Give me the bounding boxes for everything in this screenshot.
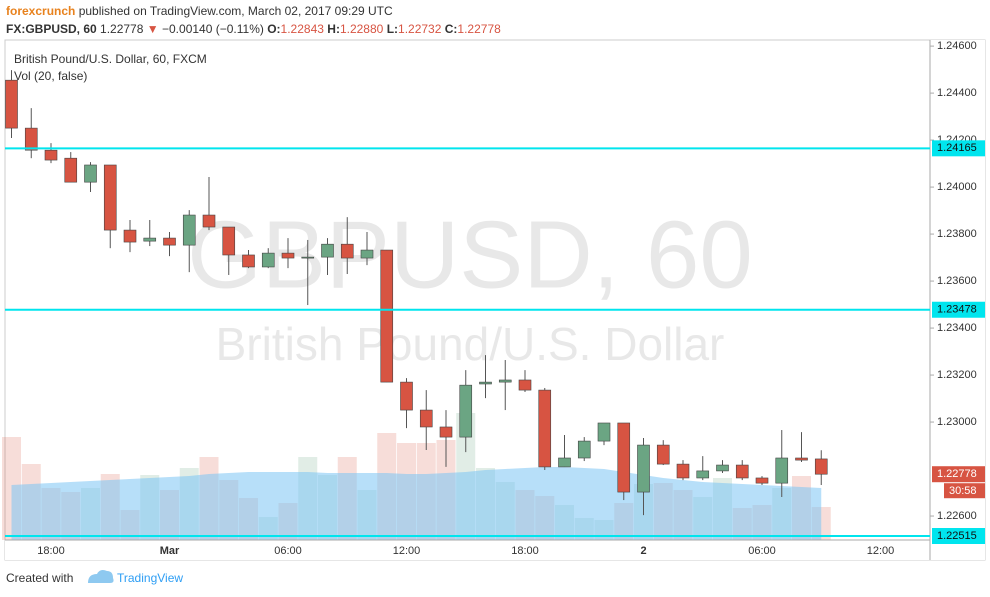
y-tick-label: 1.23000: [937, 416, 977, 428]
x-tick-label: 2: [640, 545, 646, 557]
level-tag: [932, 140, 985, 157]
candle-body: [439, 426, 453, 438]
axes: 1.22600 1.23000 1.23200 1.23400 1.23600 1.238…: [5, 40, 985, 560]
x-tick-label: Mar: [160, 545, 180, 557]
level-tag: [932, 301, 985, 318]
watermark: British Pound/U.S. Dollar: [216, 318, 725, 370]
candle-body: [143, 237, 157, 242]
candle-body: [419, 409, 433, 428]
x-tick-label: 12:00: [393, 545, 421, 557]
level-label: 1.22515: [937, 530, 977, 542]
candle-body: [459, 384, 473, 438]
y-tick-label: 1.22600: [937, 510, 977, 522]
candle-body: [301, 256, 315, 259]
q-label: H:: [327, 22, 340, 36]
legend-volume: Vol (20, false): [14, 69, 87, 83]
quote-line: FX:GBPUSD, 60 1.22778 ▼ −0.00140 (−0.11%…: [6, 22, 501, 36]
candle-body: [5, 79, 18, 129]
header-line: forexcrunch published on TradingView.com…: [6, 4, 393, 18]
candle-body: [735, 464, 749, 479]
candle-body: [400, 381, 413, 411]
candle-body: [222, 226, 236, 256]
candle-body: [577, 440, 591, 459]
q-label: L:: [387, 22, 398, 36]
candle-body: [123, 229, 137, 243]
last: 1.22778: [100, 22, 144, 36]
last-price-tag: [932, 466, 985, 483]
candle-body: [340, 243, 354, 259]
candle-body: [281, 252, 295, 259]
candle-body: [755, 477, 769, 484]
plot: GBPUSD, 60 British Pound/U.S. Dollar Briti…: [2, 40, 985, 560]
candle-body: [696, 470, 710, 479]
candle-body: [479, 381, 492, 385]
candle-body: [656, 444, 670, 465]
candle-body: [84, 164, 97, 183]
q-value: 1.22778: [457, 22, 501, 36]
q-label: O:: [267, 22, 280, 36]
level-label: 1.24165: [937, 142, 977, 154]
candle-body: [676, 463, 690, 479]
candle-body: [518, 379, 532, 391]
y-tick-label: 1.23400: [937, 322, 977, 334]
x-tick-label: 06:00: [748, 545, 776, 557]
candle-body: [558, 457, 571, 468]
candle-body: [814, 458, 828, 475]
candle-body: [321, 243, 334, 258]
candle-body: [617, 422, 631, 493]
level-tag: [932, 528, 985, 545]
time-axis-bg: [5, 540, 930, 560]
candle-body: [597, 422, 611, 442]
countdown-tag: [944, 483, 985, 499]
candle-body: [163, 237, 176, 246]
symbol: FX:GBPUSD, 60: [6, 22, 97, 36]
candle-body: [242, 254, 255, 268]
logo[interactable]: [88, 570, 114, 583]
footer-text: Created with: [6, 571, 73, 585]
y-tick-label: 1.23200: [937, 369, 977, 381]
q-label: C:: [445, 22, 458, 36]
candle-body: [24, 127, 38, 151]
author[interactable]: forexcrunch: [6, 4, 75, 18]
candle-body: [380, 249, 394, 383]
y-tick-label: 1.23600: [937, 275, 977, 287]
candle-body: [261, 252, 275, 268]
candle-body: [360, 249, 374, 259]
candle-body: [44, 149, 58, 161]
candle-body: [64, 157, 78, 183]
q-value: 1.22843: [281, 22, 325, 36]
candle-body: [716, 464, 729, 472]
y-tick-label: 1.24000: [937, 181, 977, 193]
x-tick-label: 18:00: [37, 545, 65, 557]
arrow: ▼: [147, 22, 159, 36]
candle-body: [182, 214, 196, 246]
candle-body: [202, 214, 216, 228]
candle-body: [637, 444, 650, 493]
x-tick-label: 18:00: [511, 545, 539, 557]
q-value: 1.22880: [340, 22, 384, 36]
y-tick-label: 1.24600: [937, 40, 977, 52]
x-tick-label: 12:00: [867, 545, 895, 557]
level-label: 1.23478: [937, 304, 977, 316]
candle-body: [498, 379, 512, 383]
watermark: GBPUSD, 60: [187, 201, 753, 308]
change: −0.00140 (−0.11%): [162, 22, 264, 36]
legend-title: British Pound/U.S. Dollar, 60, FXCM: [14, 52, 207, 66]
candle-body: [795, 457, 808, 461]
candle-body: [538, 389, 552, 468]
candle-body: [775, 457, 789, 484]
q-value: 1.22732: [398, 22, 442, 36]
brand[interactable]: TradingView: [117, 571, 183, 585]
x-tick-label: 06:00: [274, 545, 302, 557]
y-tick-label: 1.23800: [937, 228, 977, 240]
y-tick-label: 1.24400: [937, 87, 977, 99]
candle-body: [103, 164, 117, 231]
countdown: 30:58: [949, 485, 977, 497]
published: published on TradingView.com, March 02, …: [79, 4, 393, 18]
last-price-label: 1.22778: [937, 468, 977, 480]
